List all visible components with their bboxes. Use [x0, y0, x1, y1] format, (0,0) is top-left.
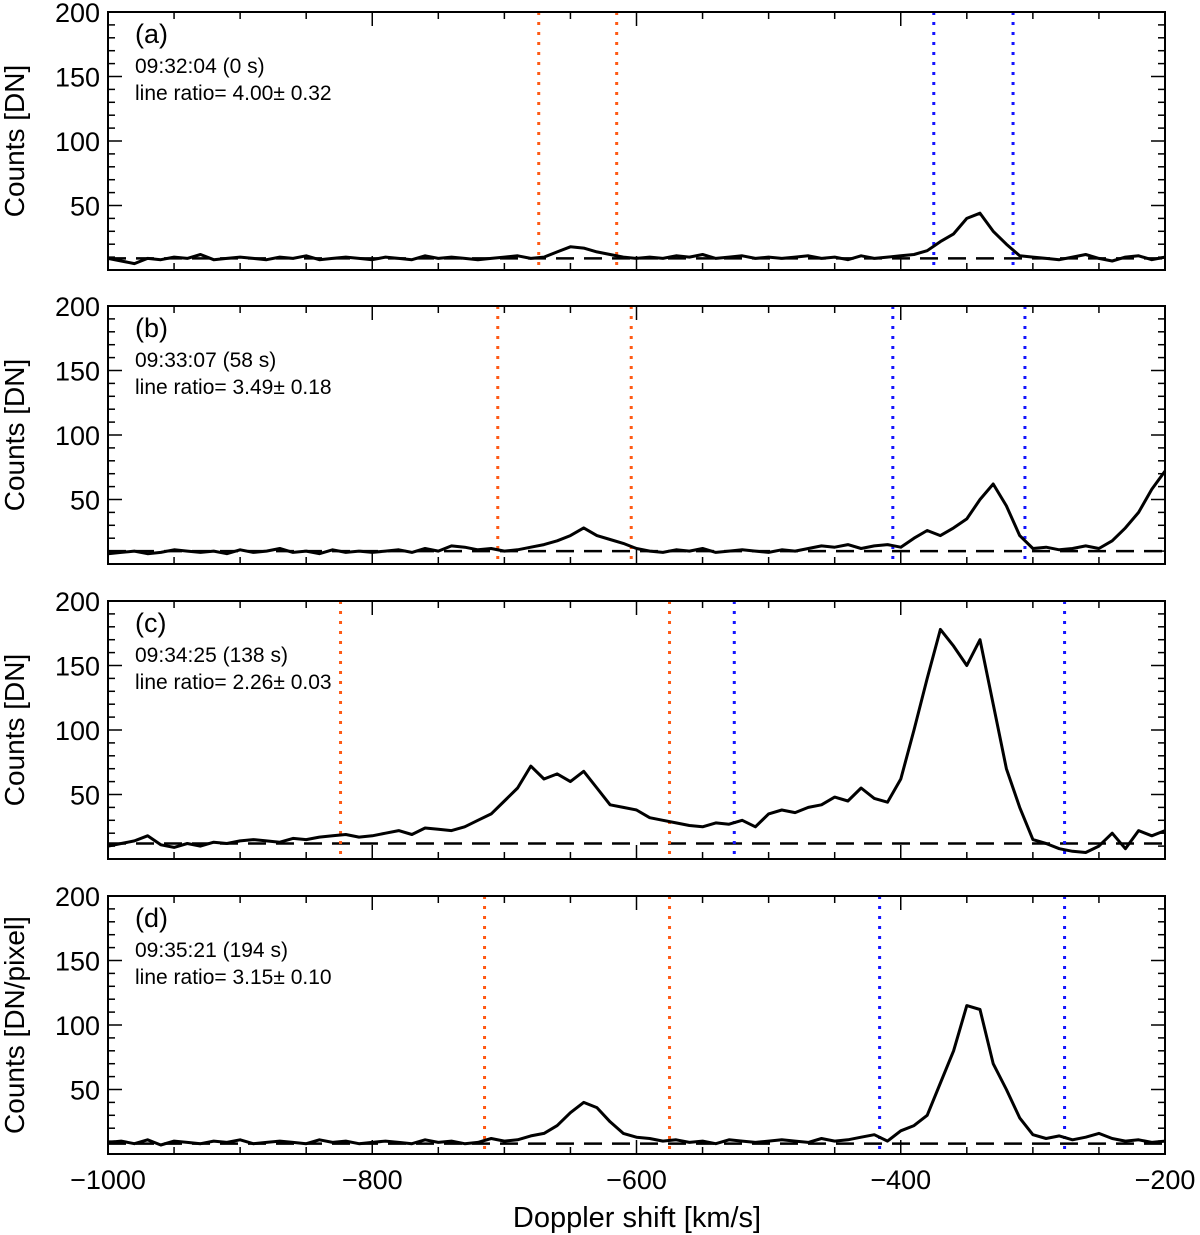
y-tick-label: 150: [55, 652, 100, 682]
y-tick-label: 200: [55, 882, 100, 912]
y-tick-label: 100: [55, 716, 100, 746]
x-tick-label: −200: [1135, 1165, 1196, 1195]
y-tick-label: 200: [55, 292, 100, 322]
panel-c: 50 100 150 200 (c) 09:34:25 (138 s) line ratio…: [0, 587, 1166, 860]
y-axis-label: Counts [DN]: [0, 65, 30, 218]
y-tick-label: 100: [55, 421, 100, 451]
plot-frame: [107, 600, 1166, 860]
y-tick-label: 150: [55, 63, 100, 93]
line-ratio-label: line ratio= 2.26± 0.03: [135, 671, 332, 694]
y-tick-label: 100: [55, 1011, 100, 1041]
y-tick-label: 50: [70, 781, 100, 811]
spectrum-line: [107, 211, 1166, 266]
panel-label: (b): [135, 313, 168, 343]
y-axis-label: Counts [DN]: [0, 654, 30, 807]
plot-frame: [107, 895, 1166, 1155]
panel-label: (c): [135, 608, 166, 638]
y-tick-label: 200: [55, 0, 100, 28]
timestamp-label: 09:35:21 (194 s): [135, 939, 288, 962]
y-tick-label: 50: [70, 1076, 100, 1106]
line-ratio-label: line ratio= 3.49± 0.18: [135, 376, 332, 399]
x-axis-label: Doppler shift [km/s]: [513, 1202, 761, 1234]
y-tick-label: 150: [55, 947, 100, 977]
timestamp-label: 09:32:04 (0 s): [135, 55, 265, 78]
x-tick-label: −1000: [70, 1165, 146, 1195]
y-tick-label: 150: [55, 357, 100, 387]
spectrum-line: [107, 627, 1166, 854]
panel-b: 50 100 150 200 (b) 09:33:07 (58 s) line ratio=…: [0, 292, 1167, 565]
timestamp-label: 09:33:07 (58 s): [135, 349, 276, 372]
y-tick-label: 50: [70, 486, 100, 516]
plot-frame: [107, 11, 1166, 271]
x-tick-label: −600: [606, 1165, 667, 1195]
line-ratio-label: line ratio= 4.00± 0.32: [135, 82, 332, 105]
y-tick-label: 200: [55, 587, 100, 617]
plot-frame: [107, 305, 1166, 565]
timestamp-label: 09:34:25 (138 s): [135, 644, 288, 667]
panel-d: 50 100 150 200 (d) 09:35:21 (194 s) line ratio…: [0, 882, 1195, 1195]
y-tick-label: 50: [70, 192, 100, 222]
y-axis-label: Counts [DN]: [0, 359, 30, 512]
spectrum-line: [107, 470, 1167, 556]
panel-label: (d): [135, 903, 168, 933]
spectrum-line: [107, 1004, 1166, 1147]
panel-label: (a): [135, 19, 168, 49]
panel-a: 50 100 150 200 (a) 09:32:04 (0 s) line ratio= …: [0, 0, 1166, 271]
y-axis-label: Counts [DN/pixel]: [0, 916, 30, 1134]
x-tick-label: −400: [870, 1165, 931, 1195]
y-tick-label: 100: [55, 127, 100, 157]
x-tick-label: −800: [342, 1165, 403, 1195]
line-ratio-label: line ratio= 3.15± 0.10: [135, 966, 332, 989]
